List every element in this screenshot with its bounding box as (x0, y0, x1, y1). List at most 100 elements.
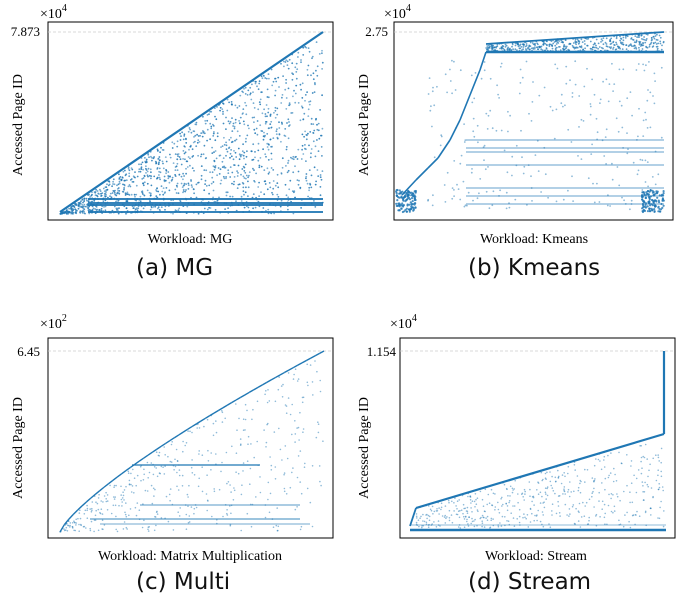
data-point (226, 514, 229, 516)
data-point (654, 150, 657, 153)
data-point (109, 484, 111, 487)
data-point (635, 41, 637, 44)
data-point (303, 112, 306, 115)
data-point (177, 209, 180, 212)
data-point (266, 88, 269, 91)
data-point (136, 210, 139, 213)
data-point (139, 195, 142, 198)
data-point (210, 414, 213, 417)
data-point (400, 192, 403, 195)
data-point (138, 199, 141, 201)
data-band (231, 399, 237, 404)
data-point (582, 48, 585, 51)
data-point (410, 202, 413, 205)
data-point (270, 120, 273, 123)
data-point (641, 467, 643, 469)
data-point (184, 504, 187, 506)
data-point (599, 98, 602, 101)
data-point (657, 474, 659, 477)
data-point (544, 472, 547, 475)
data-point (143, 175, 146, 178)
data-point (470, 74, 473, 77)
data-point (565, 50, 568, 53)
data-point (401, 196, 404, 199)
data-point (134, 506, 137, 509)
data-point (658, 460, 660, 462)
data-point (218, 103, 221, 106)
data-point (593, 36, 596, 38)
data-point (316, 370, 318, 373)
data-band (68, 514, 74, 520)
data-point (607, 454, 609, 457)
data-point (313, 166, 316, 169)
data-point (431, 523, 433, 525)
data-point (146, 189, 149, 192)
data-point (415, 513, 418, 515)
data-point (169, 488, 172, 490)
data-point (203, 132, 206, 135)
data-band (169, 437, 175, 442)
data-point (660, 461, 662, 464)
data-point (240, 493, 243, 496)
data-point (618, 184, 621, 187)
data-band (85, 497, 92, 503)
data-point (615, 35, 618, 38)
data-point (431, 204, 434, 207)
data-point (516, 49, 518, 51)
data-point (522, 516, 524, 519)
data-point (91, 191, 93, 194)
data-point (418, 525, 420, 528)
data-point (567, 465, 570, 468)
data-point (603, 35, 605, 37)
data-point (266, 188, 269, 191)
data-point (219, 211, 222, 214)
data-point (225, 202, 228, 205)
data-point (304, 130, 306, 133)
data-point (269, 138, 272, 141)
data-point (196, 133, 199, 136)
data-point (609, 472, 612, 474)
data-point (236, 187, 239, 190)
data-point (459, 509, 461, 512)
data-point (113, 484, 116, 487)
data-point (405, 210, 408, 213)
data-point (80, 206, 83, 208)
data-point (201, 135, 204, 138)
data-point (140, 479, 142, 482)
data-point (124, 192, 127, 195)
data-point (646, 127, 649, 129)
data-point (206, 114, 209, 116)
data-point (483, 61, 486, 63)
data-point (237, 472, 240, 475)
data-point (172, 529, 175, 531)
data-point (222, 157, 225, 160)
data-point (96, 190, 99, 192)
data-point (193, 192, 196, 195)
data-point (463, 205, 466, 208)
data-point (267, 212, 270, 215)
data-point (532, 473, 534, 475)
data-point (551, 487, 554, 489)
data-point (396, 188, 399, 192)
data-point (528, 481, 531, 483)
data-point (509, 485, 512, 488)
data-point (274, 94, 276, 97)
data-point (148, 191, 151, 194)
data-point (134, 171, 136, 174)
data-point (182, 158, 185, 160)
data-point (102, 528, 104, 531)
data-point (222, 113, 224, 115)
data-point (548, 45, 551, 48)
data-point (151, 157, 153, 159)
y-axis-label: Accessed Page ID (357, 397, 372, 499)
data-point (144, 204, 146, 207)
data-point (563, 490, 566, 493)
data-point (145, 172, 147, 174)
data-point (265, 446, 267, 448)
data-point (170, 211, 172, 214)
data-point (245, 104, 248, 107)
data-point (305, 148, 307, 151)
data-point (136, 474, 139, 477)
data-point (476, 197, 479, 200)
data-point (651, 176, 654, 178)
